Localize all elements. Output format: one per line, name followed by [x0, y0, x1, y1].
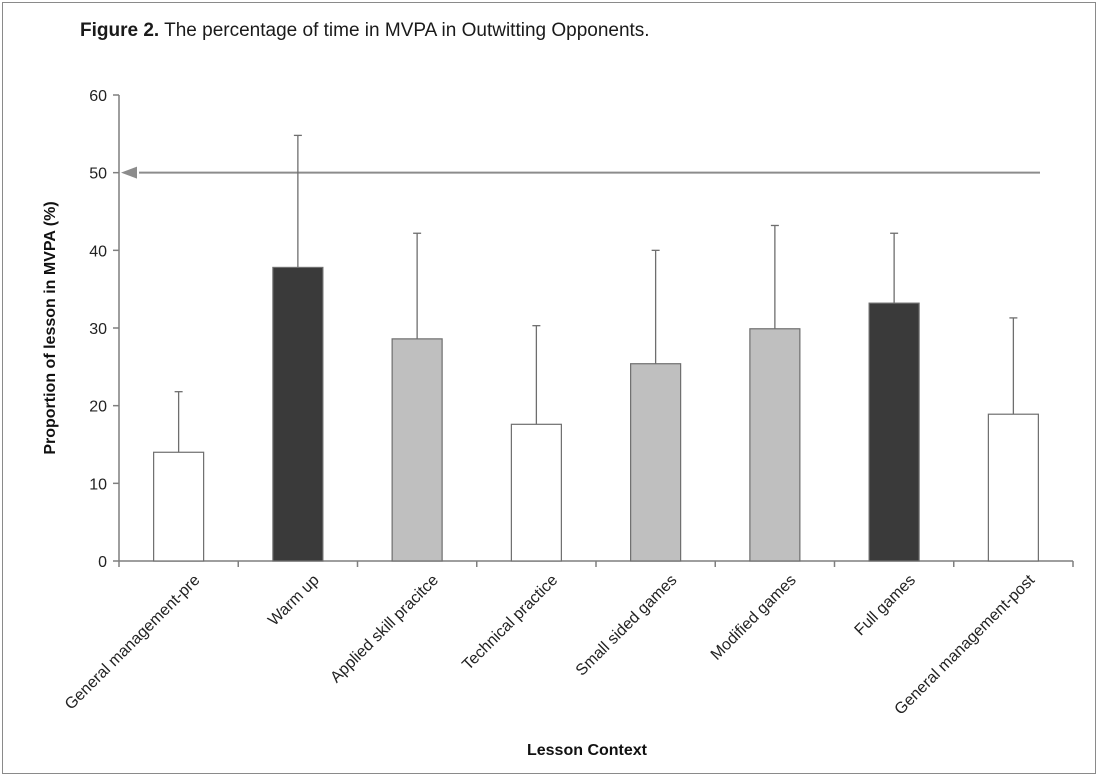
x-tick-labels: General management-pre Warm up Applied ski…: [62, 571, 1039, 718]
x-tick-label: Technical practice: [459, 572, 561, 674]
axes: [119, 95, 1073, 561]
x-tick-label: Small sided games: [573, 572, 681, 680]
x-axis-title: Lesson Context: [527, 742, 648, 759]
bar: [154, 452, 204, 561]
bar: [273, 267, 323, 561]
reference-arrow-head: [121, 167, 137, 179]
x-tick-label: Applied skill pracitce: [327, 572, 442, 687]
bar: [750, 329, 800, 561]
bar: [631, 364, 681, 561]
y-tick-label: 40: [89, 243, 107, 260]
bar: [511, 424, 561, 561]
y-tick-label: 30: [89, 321, 107, 338]
y-tick-label: 10: [89, 476, 107, 493]
y-axis-title: Proportion of lesson in MVPA (%): [42, 201, 59, 454]
y-tick-label: 20: [89, 399, 107, 416]
x-tick-label: Warm up: [265, 572, 323, 630]
bar: [869, 303, 919, 561]
x-tick-label: Full games: [852, 572, 919, 639]
bar: [988, 414, 1038, 561]
bars: [154, 267, 1039, 561]
y-tick-label: 50: [89, 166, 107, 183]
y-tick-label: 0: [98, 554, 107, 571]
bar: [392, 339, 442, 561]
reference-line-group: [121, 167, 1040, 179]
x-tick-label: Modified games: [708, 572, 800, 664]
x-tick-label: General management-pre: [62, 572, 204, 714]
x-tick-label: General management-post: [892, 571, 1039, 718]
y-tick-label: 60: [89, 88, 107, 105]
y-ticks: 0 10 20 30 40 50 60: [89, 88, 1073, 571]
